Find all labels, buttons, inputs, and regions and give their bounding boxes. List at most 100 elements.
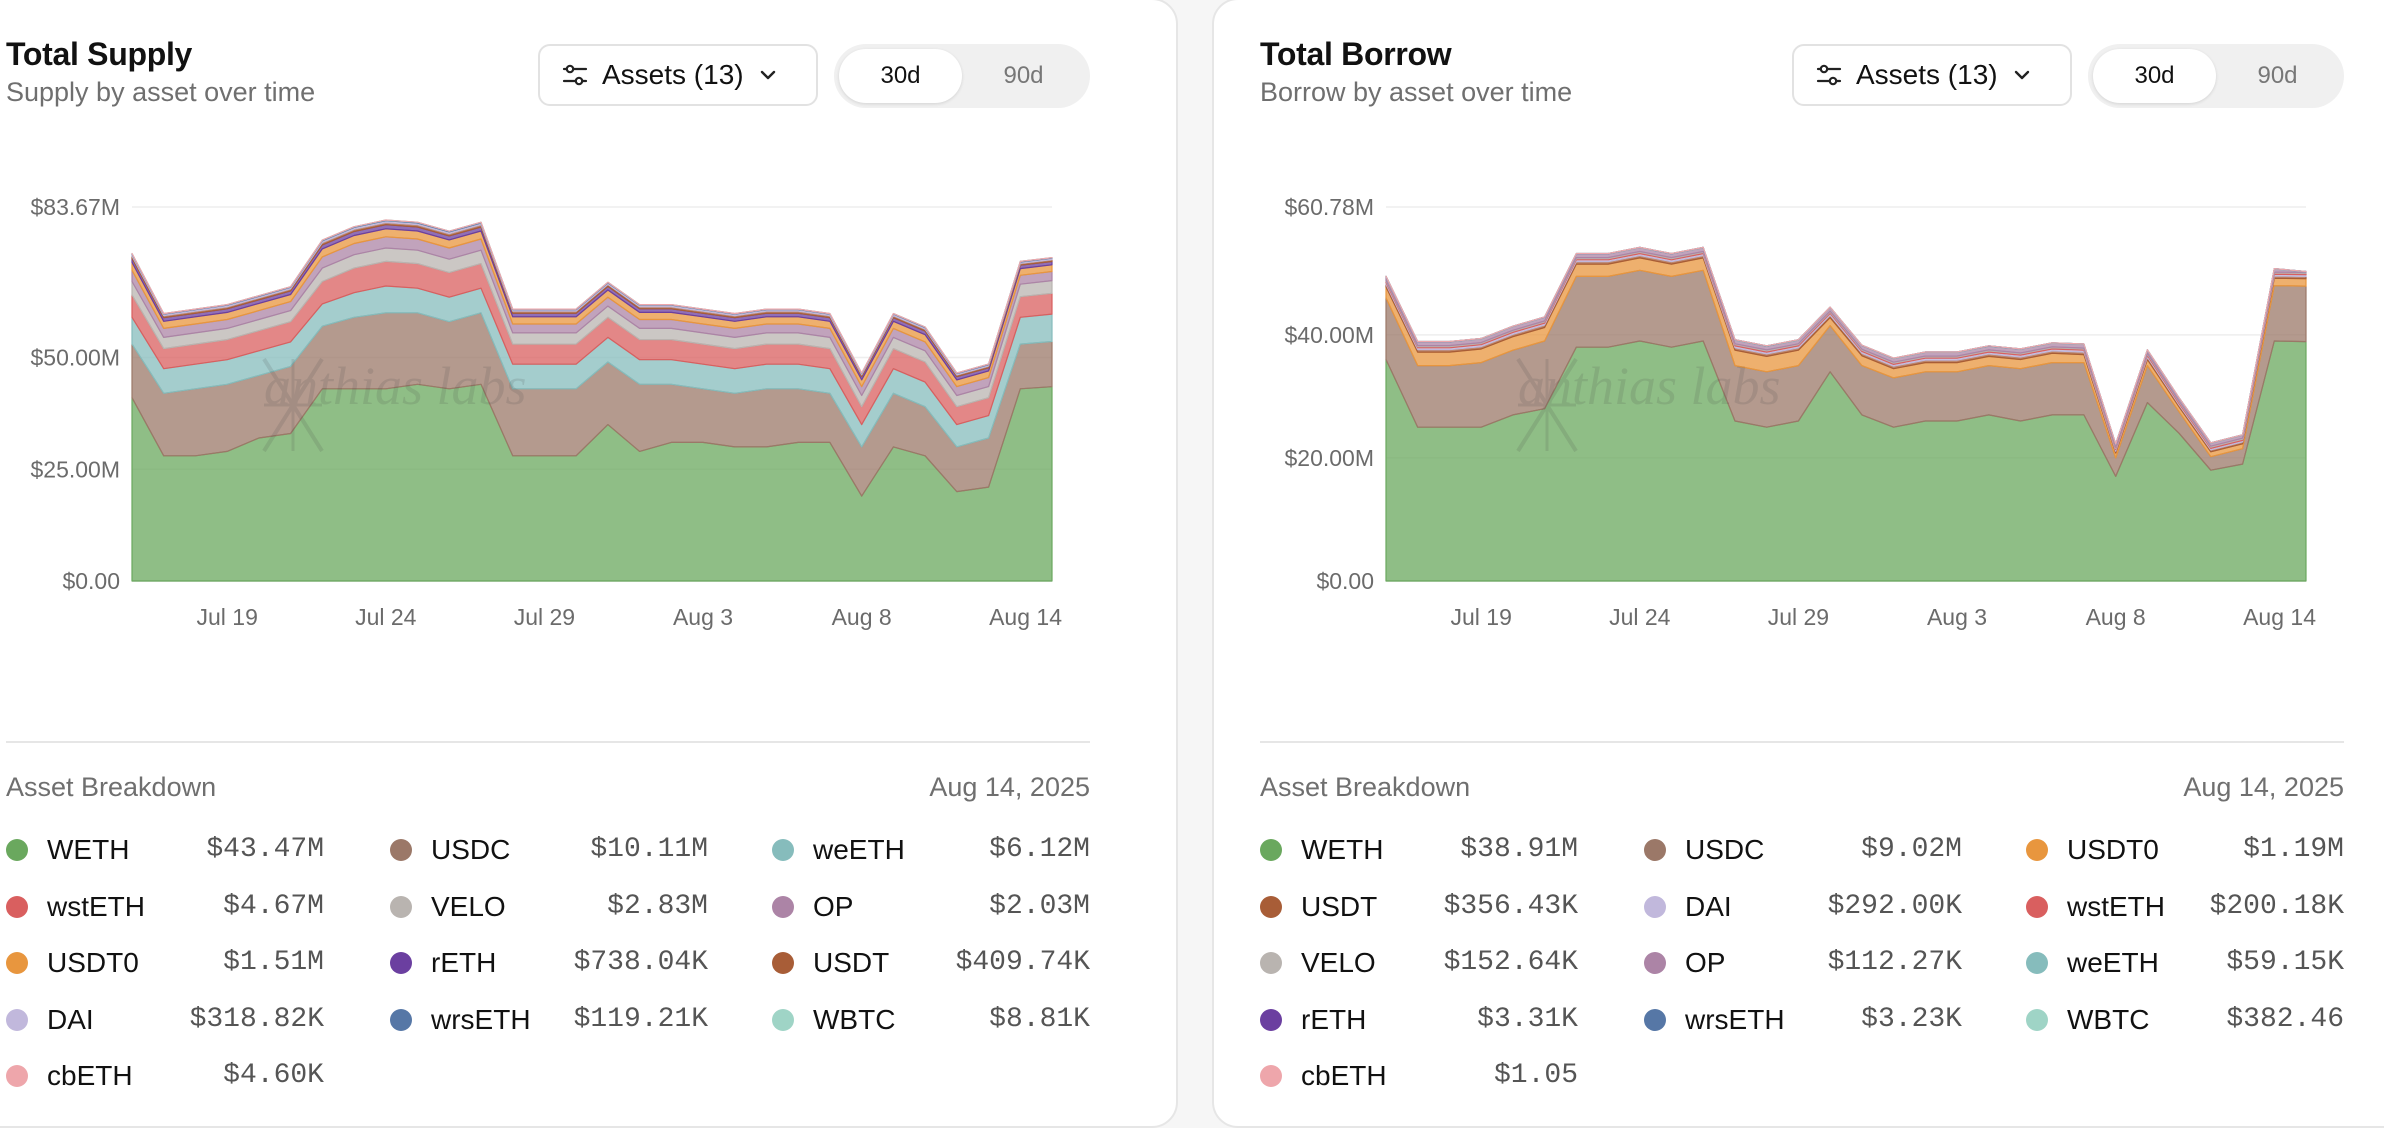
legend-asset-name: DAI (1685, 890, 1732, 922)
legend-item-op[interactable]: OP $2.03M (772, 887, 1090, 927)
legend-swatch (1644, 1008, 1666, 1031)
legend-swatch (2026, 895, 2048, 918)
panel-subtitle: Borrow by asset over time (1260, 77, 1573, 107)
supply-chart-svg: $0.00 $25.00M $50.00M $83.67M Jul 19 Jul 24 Ju… (30, 194, 1062, 630)
legend-item-weeth[interactable]: weETH $59.15K (2026, 943, 2344, 983)
y-tick-label: $20.00M (1284, 445, 1374, 471)
legend-item-wrseth[interactable]: wrsETH $119.21K (390, 1000, 708, 1040)
legend-item-wrseth[interactable]: wrsETH $3.23K (1644, 1000, 1962, 1040)
legend-swatch (6, 839, 28, 861)
legend-item-dai[interactable]: DAI $292.00K (1644, 887, 1962, 927)
x-tick-label: Aug 3 (1927, 604, 1987, 630)
legend-swatch (1260, 895, 1282, 918)
legend-item-usdc[interactable]: USDC $10.11M (390, 830, 708, 870)
legend-swatch (6, 1065, 28, 1087)
sliders-icon (1816, 64, 1842, 86)
legend-asset-name: USDT (813, 947, 890, 978)
legend-asset-value: $1.19M (2243, 834, 2344, 865)
legend-asset-name: USDT0 (2067, 834, 2159, 865)
legend-item-velo[interactable]: VELO $152.64K (1260, 943, 1578, 983)
range-option-30d[interactable]: 30d (2093, 49, 2216, 103)
x-tick-label: Aug 14 (989, 604, 1062, 630)
chevron-down-icon (760, 70, 775, 80)
range-option-30d[interactable]: 30d (839, 49, 962, 103)
legend-item-wbtc[interactable]: WBTC $382.46 (2026, 1000, 2344, 1040)
legend-asset-name: weETH (2067, 947, 2159, 978)
legend-asset-value: $10.11M (590, 834, 708, 865)
panel-title: Total Borrow (1260, 36, 1452, 72)
legend-asset-value: $356.43K (1443, 890, 1578, 922)
assets-filter-label: Assets (13) (1856, 59, 1998, 90)
breakdown-title: Asset Breakdown (1260, 772, 1471, 802)
y-tick-label: $40.00M (1284, 322, 1374, 348)
legend-item-weth[interactable]: WETH $38.91M (1260, 830, 1578, 870)
range-option-90d[interactable]: 90d (1003, 62, 1044, 89)
breakdown-date: Aug 14, 2025 (2183, 772, 2344, 802)
legend-swatch (1644, 895, 1666, 918)
legend-item-usdc[interactable]: USDC $9.02M (1644, 830, 1962, 870)
legend-item-usdt0[interactable]: USDT0 $1.51M (6, 943, 324, 983)
legend-asset-name: USDT (1301, 890, 1378, 922)
legend-swatch (1644, 839, 1666, 861)
assets-filter-button[interactable]: Assets (13) (1792, 44, 2072, 106)
legend-item-reth[interactable]: rETH $738.04K (390, 943, 708, 983)
area-series-cbeth[interactable] (1385, 246, 2307, 445)
legend-asset-value: $292.00K (1827, 890, 1962, 922)
legend-item-weeth[interactable]: weETH $6.12M (772, 830, 1090, 870)
legend-swatch (772, 839, 794, 861)
legend-item-cbeth[interactable]: cbETH $4.60K (6, 1056, 324, 1096)
legend-swatch (390, 839, 412, 861)
legend-item-wsteth[interactable]: wstETH $200.18K (2026, 887, 2344, 927)
chevron-down-icon (2014, 70, 2029, 80)
legend-asset-name: DAI (47, 1003, 94, 1035)
legend-asset-name: USDT0 (47, 947, 139, 978)
assets-filter-button[interactable]: Assets (13) (538, 44, 818, 106)
x-tick-label: Jul 24 (355, 604, 417, 630)
legend-item-usdt0[interactable]: USDT0 $1.19M (2026, 830, 2344, 870)
y-tick-label: $25.00M (30, 456, 120, 482)
legend-asset-value: $318.82K (189, 1003, 324, 1035)
area-series-cbeth[interactable] (131, 219, 1053, 374)
x-tick-label: Jul 29 (514, 604, 575, 630)
legend-swatch (6, 952, 28, 974)
legend-swatch (6, 1008, 28, 1031)
x-tick-label: Aug 3 (673, 604, 733, 630)
x-tick-label: Aug 14 (2243, 604, 2316, 630)
legend-asset-name: USDC (1685, 834, 1765, 865)
legend-swatch (2026, 1008, 2048, 1031)
y-tick-label: $60.78M (1284, 194, 1374, 220)
legend-item-wsteth[interactable]: wstETH $4.67M (6, 887, 324, 927)
legend-asset-name: wstETH (47, 890, 145, 922)
legend-asset-value: $8.81K (989, 1003, 1090, 1035)
legend-item-op[interactable]: OP $112.27K (1644, 943, 1962, 983)
y-tick-label: $0.00 (62, 568, 120, 594)
legend-item-weth[interactable]: WETH $43.47M (6, 830, 324, 870)
range-option-90d[interactable]: 90d (2257, 62, 2298, 89)
legend-asset-name: USDC (431, 834, 511, 865)
legend-asset-name: wrsETH (431, 1003, 531, 1035)
supply-chart: $0.00 $25.00M $50.00M $83.67M Jul 19 Jul 24 Ju… (6, 194, 1090, 705)
panel-title: Total Supply (6, 36, 193, 72)
total-borrow-panel: Total Borrow Borrow by asset over time A… (1212, 0, 2384, 1128)
divider (1260, 741, 2344, 743)
legend-asset-value: $738.04K (573, 947, 708, 978)
sliders-icon (562, 64, 588, 86)
legend-swatch (1260, 1065, 1282, 1087)
legend-swatch (772, 952, 794, 974)
legend-asset-value: $3.31K (1477, 1003, 1578, 1035)
legend-item-wbtc[interactable]: WBTC $8.81K (772, 1000, 1090, 1040)
legend-asset-value: $4.60K (223, 1060, 324, 1091)
legend-asset-value: $382.46 (2226, 1003, 2344, 1035)
legend-item-reth[interactable]: rETH $3.31K (1260, 1000, 1578, 1040)
legend-swatch (772, 895, 794, 918)
legend-item-usdt[interactable]: USDT $356.43K (1260, 887, 1578, 927)
legend-item-cbeth[interactable]: cbETH $1.05 (1260, 1056, 1578, 1096)
legend-item-usdt[interactable]: USDT $409.74K (772, 943, 1090, 983)
legend-asset-name: wstETH (2067, 890, 2165, 922)
legend-item-dai[interactable]: DAI $318.82K (6, 1000, 324, 1040)
legend-asset-name: wrsETH (1685, 1003, 1785, 1035)
legend-item-velo[interactable]: VELO $2.83M (390, 887, 708, 927)
legend-asset-name: VELO (431, 890, 506, 922)
legend-swatch (2026, 952, 2048, 974)
x-tick-label: Jul 29 (1768, 604, 1829, 630)
